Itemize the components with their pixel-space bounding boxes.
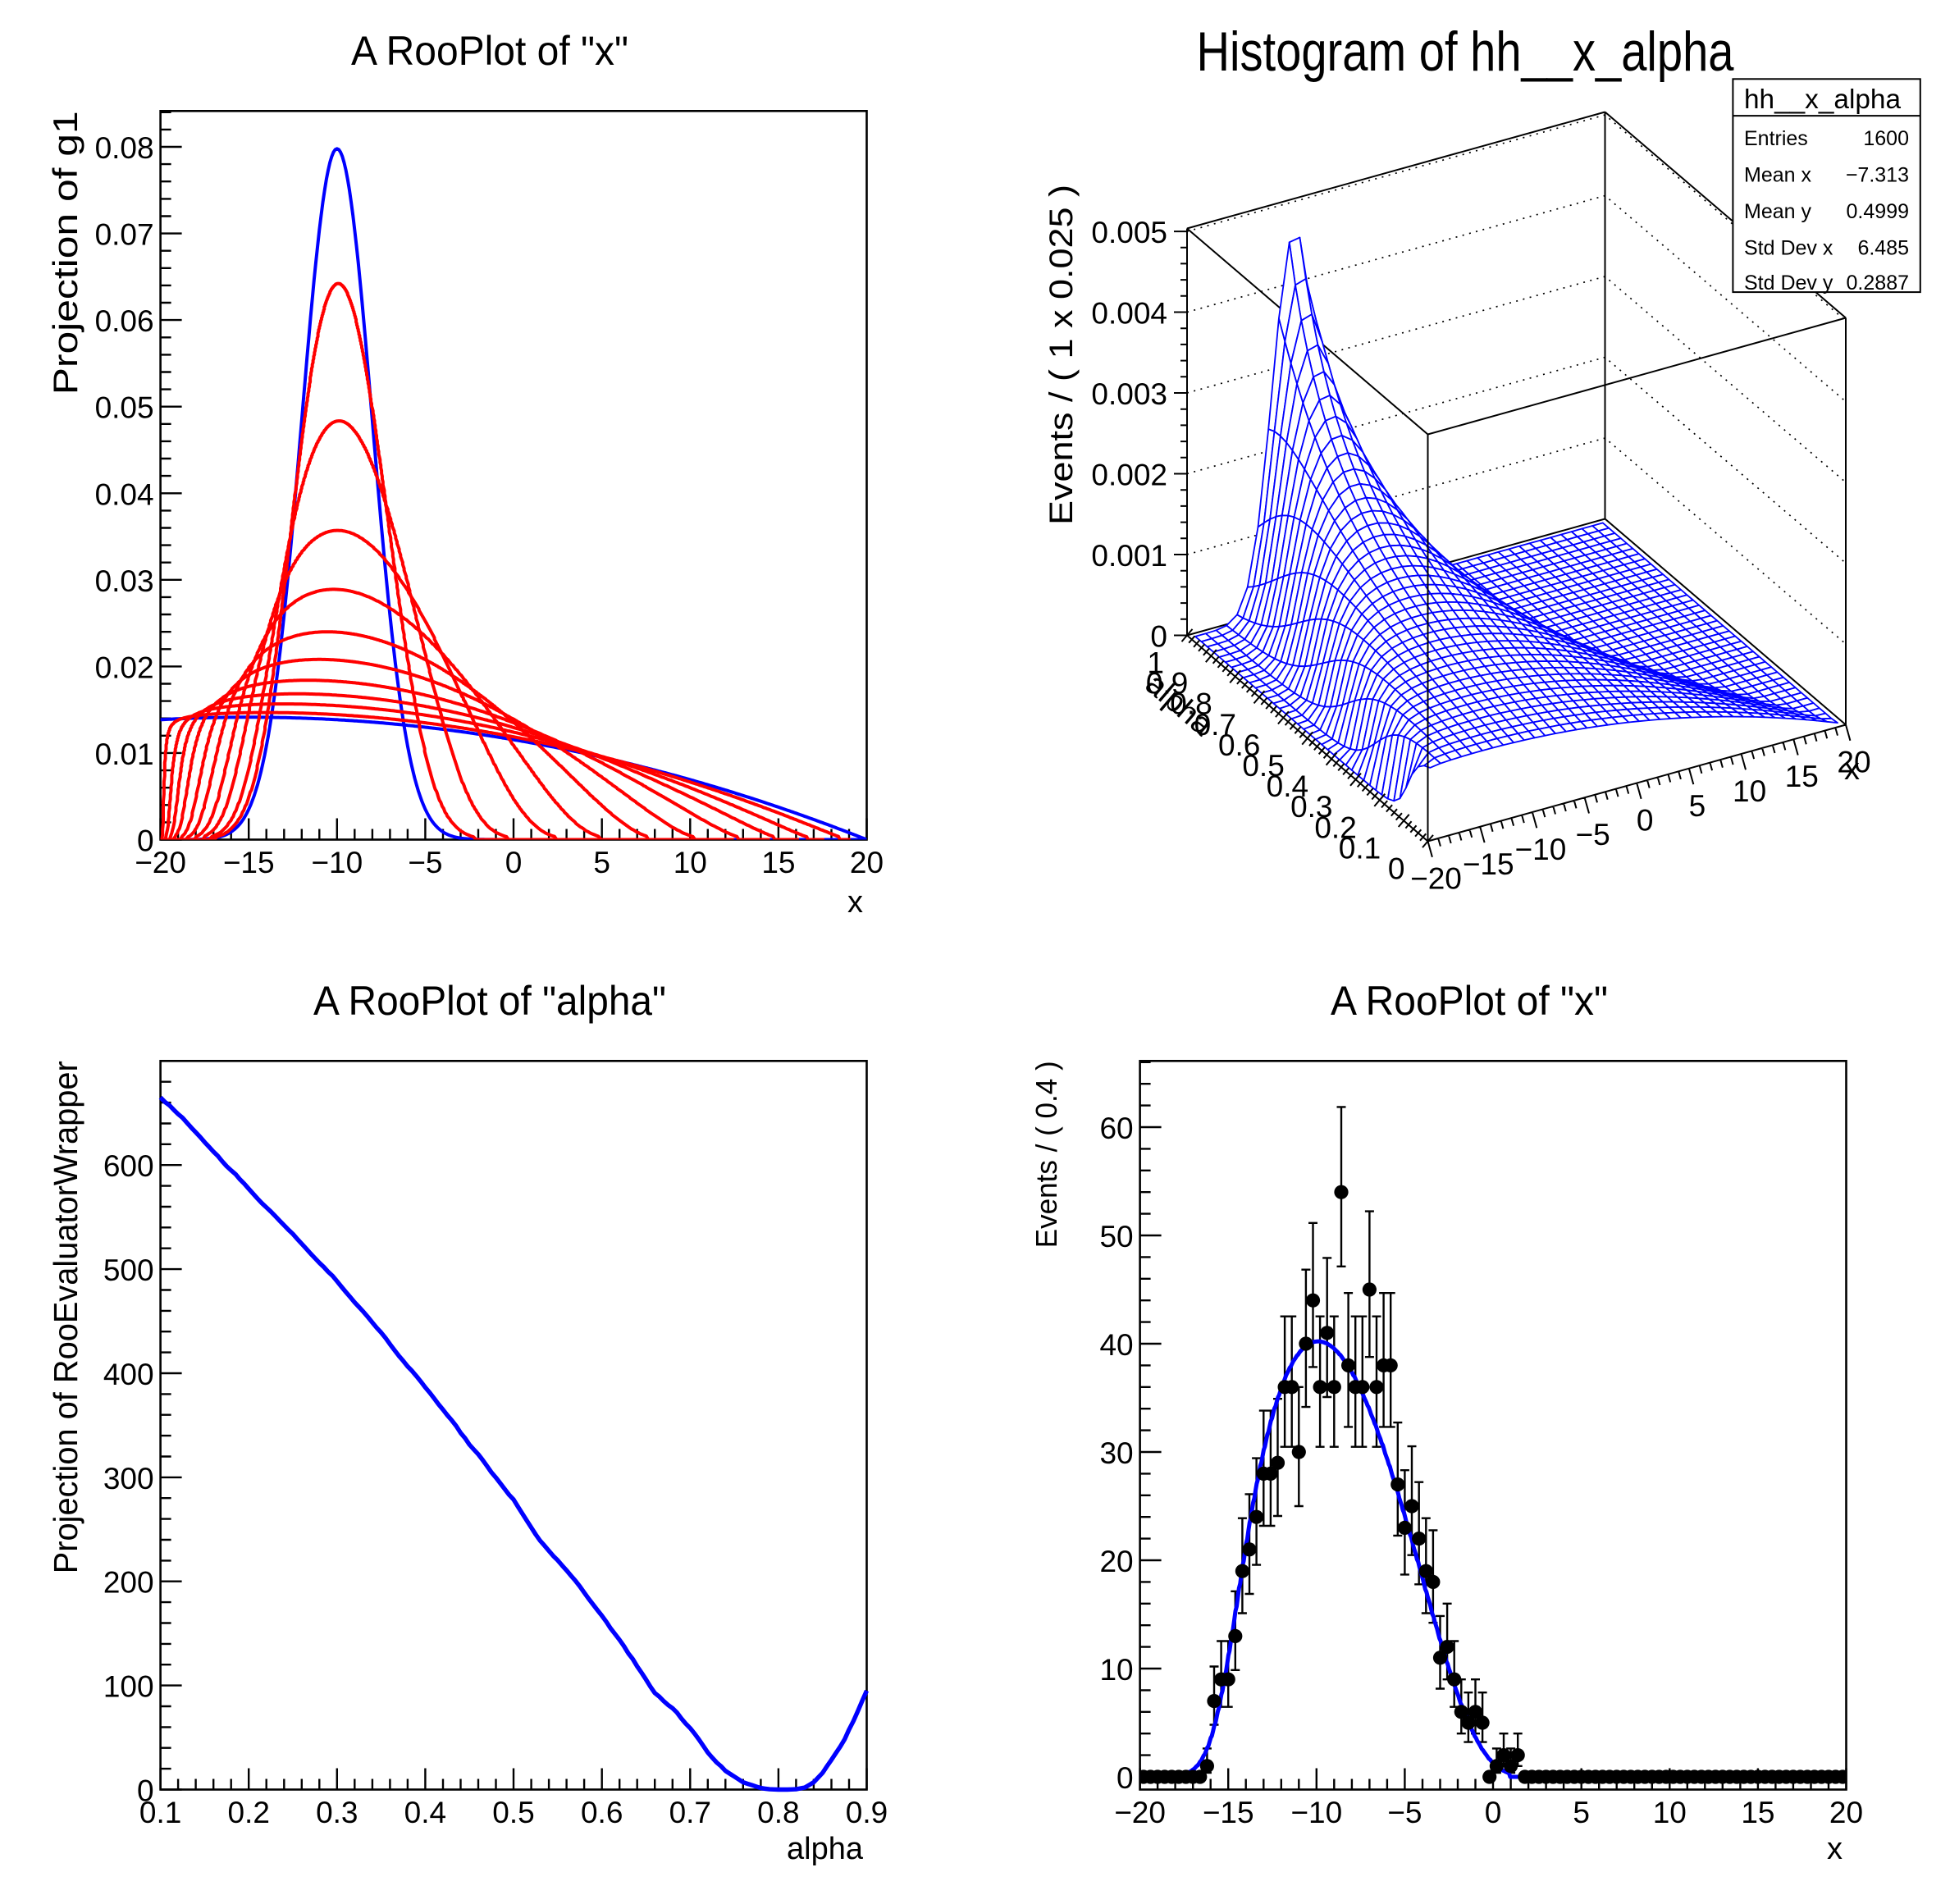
svg-text:Events / ( 0.4 ): Events / ( 0.4 ) bbox=[1030, 1061, 1063, 1248]
svg-text:15: 15 bbox=[1785, 760, 1819, 793]
svg-text:0.02: 0.02 bbox=[95, 651, 154, 684]
svg-text:400: 400 bbox=[103, 1358, 154, 1391]
svg-text:x: x bbox=[1827, 1832, 1843, 1866]
svg-text:0.9: 0.9 bbox=[846, 1796, 888, 1829]
svg-text:100: 100 bbox=[103, 1670, 154, 1704]
svg-text:x: x bbox=[1844, 752, 1860, 787]
svg-text:0.1: 0.1 bbox=[139, 1796, 181, 1829]
svg-text:Std Dev y: Std Dev y bbox=[1744, 272, 1833, 295]
svg-text:30: 30 bbox=[1099, 1436, 1133, 1470]
svg-text:0: 0 bbox=[1388, 852, 1405, 886]
svg-text:5: 5 bbox=[1689, 789, 1706, 823]
svg-text:−10: −10 bbox=[1290, 1796, 1342, 1829]
svg-text:Events / ( 1 x 0.025 ): Events / ( 1 x 0.025 ) bbox=[1043, 185, 1080, 525]
svg-text:0.5: 0.5 bbox=[492, 1796, 534, 1829]
svg-text:0.003: 0.003 bbox=[1091, 377, 1167, 411]
svg-text:0.4: 0.4 bbox=[404, 1796, 446, 1829]
svg-text:0.6: 0.6 bbox=[1218, 728, 1260, 762]
svg-text:50: 50 bbox=[1099, 1220, 1133, 1253]
svg-text:−15: −15 bbox=[1203, 1796, 1254, 1829]
svg-text:0: 0 bbox=[1485, 1796, 1502, 1829]
svg-text:0.1: 0.1 bbox=[1339, 831, 1381, 865]
svg-text:0.3: 0.3 bbox=[1290, 790, 1332, 824]
svg-text:0.05: 0.05 bbox=[95, 391, 154, 425]
svg-text:0.002: 0.002 bbox=[1091, 459, 1167, 492]
svg-text:20: 20 bbox=[1829, 1796, 1863, 1829]
svg-text:0.3: 0.3 bbox=[316, 1796, 358, 1829]
svg-text:0.004: 0.004 bbox=[1091, 297, 1167, 331]
svg-text:0.2: 0.2 bbox=[1314, 810, 1356, 844]
svg-text:200: 200 bbox=[103, 1566, 154, 1600]
svg-text:A RooPlot of "x": A RooPlot of "x" bbox=[1331, 978, 1608, 1024]
svg-text:15: 15 bbox=[1741, 1796, 1774, 1829]
svg-text:20: 20 bbox=[1099, 1545, 1133, 1578]
svg-text:0.8: 0.8 bbox=[1170, 687, 1212, 721]
svg-text:60: 60 bbox=[1099, 1112, 1133, 1145]
svg-text:600: 600 bbox=[103, 1149, 154, 1183]
svg-text:0.07: 0.07 bbox=[95, 218, 154, 252]
svg-text:20: 20 bbox=[850, 846, 884, 879]
svg-text:0.9: 0.9 bbox=[1146, 667, 1188, 701]
svg-text:x: x bbox=[847, 885, 863, 920]
svg-text:alpha: alpha bbox=[787, 1832, 864, 1866]
svg-text:0: 0 bbox=[1150, 620, 1167, 654]
svg-text:300: 300 bbox=[103, 1462, 154, 1495]
svg-text:−5: −5 bbox=[408, 846, 442, 879]
svg-text:0.8: 0.8 bbox=[757, 1796, 799, 1829]
svg-text:Entries: Entries bbox=[1744, 127, 1808, 150]
svg-text:−15: −15 bbox=[1463, 847, 1514, 881]
svg-text:0.08: 0.08 bbox=[95, 131, 154, 165]
svg-text:20: 20 bbox=[1837, 746, 1870, 779]
svg-text:15: 15 bbox=[761, 846, 795, 879]
svg-text:hh__x_alpha: hh__x_alpha bbox=[1744, 84, 1902, 114]
svg-text:0: 0 bbox=[505, 846, 523, 879]
svg-text:500: 500 bbox=[103, 1253, 154, 1287]
svg-text:0.5: 0.5 bbox=[1242, 749, 1284, 783]
svg-text:0.2887: 0.2887 bbox=[1847, 272, 1909, 295]
svg-text:A RooPlot of "x": A RooPlot of "x" bbox=[351, 28, 628, 74]
svg-text:−20: −20 bbox=[135, 846, 186, 879]
svg-text:10: 10 bbox=[1653, 1796, 1687, 1829]
svg-text:−10: −10 bbox=[311, 846, 363, 879]
svg-text:40: 40 bbox=[1099, 1328, 1133, 1362]
svg-text:0.03: 0.03 bbox=[95, 564, 154, 598]
svg-text:0.7: 0.7 bbox=[669, 1796, 711, 1829]
svg-text:0.06: 0.06 bbox=[95, 304, 154, 338]
svg-text:0.001: 0.001 bbox=[1091, 539, 1167, 573]
svg-text:Projection of g1: Projection of g1 bbox=[46, 111, 84, 395]
svg-text:1: 1 bbox=[1147, 646, 1164, 680]
svg-text:−5: −5 bbox=[1387, 1796, 1422, 1829]
svg-text:0.005: 0.005 bbox=[1091, 216, 1167, 249]
svg-text:10: 10 bbox=[1099, 1653, 1133, 1687]
svg-text:5: 5 bbox=[1573, 1796, 1590, 1829]
svg-text:5: 5 bbox=[593, 846, 610, 879]
svg-text:Projection of RooEvaluatorWrap: Projection of RooEvaluatorWrapper bbox=[47, 1061, 84, 1573]
svg-text:A RooPlot of "alpha": A RooPlot of "alpha" bbox=[313, 978, 666, 1024]
svg-text:−20: −20 bbox=[1410, 862, 1462, 896]
svg-text:0: 0 bbox=[1637, 804, 1654, 838]
svg-text:0: 0 bbox=[137, 1774, 154, 1808]
svg-text:−7.313: −7.313 bbox=[1846, 164, 1909, 187]
svg-text:Std Dev x: Std Dev x bbox=[1744, 237, 1833, 260]
svg-text:10: 10 bbox=[1733, 774, 1766, 808]
svg-text:Mean x: Mean x bbox=[1744, 164, 1811, 187]
svg-text:−20: −20 bbox=[1114, 1796, 1166, 1829]
svg-text:0: 0 bbox=[1116, 1761, 1134, 1795]
svg-text:−10: −10 bbox=[1515, 833, 1567, 866]
svg-text:−5: −5 bbox=[1576, 818, 1610, 852]
svg-text:−15: −15 bbox=[223, 846, 275, 879]
svg-text:Histogram of hh__x_alpha: Histogram of hh__x_alpha bbox=[1197, 21, 1734, 83]
svg-text:0.4: 0.4 bbox=[1267, 769, 1308, 803]
svg-text:0.4999: 0.4999 bbox=[1847, 200, 1909, 223]
svg-text:0.2: 0.2 bbox=[227, 1796, 269, 1829]
svg-text:0.7: 0.7 bbox=[1194, 708, 1236, 742]
svg-text:1600: 1600 bbox=[1863, 127, 1909, 150]
svg-text:6.485: 6.485 bbox=[1857, 237, 1909, 260]
svg-text:0.04: 0.04 bbox=[95, 477, 154, 511]
svg-text:Mean y: Mean y bbox=[1744, 200, 1811, 223]
svg-text:0.6: 0.6 bbox=[581, 1796, 623, 1829]
svg-text:10: 10 bbox=[674, 846, 707, 879]
svg-text:0.01: 0.01 bbox=[95, 737, 154, 771]
svg-text:0: 0 bbox=[137, 824, 154, 858]
